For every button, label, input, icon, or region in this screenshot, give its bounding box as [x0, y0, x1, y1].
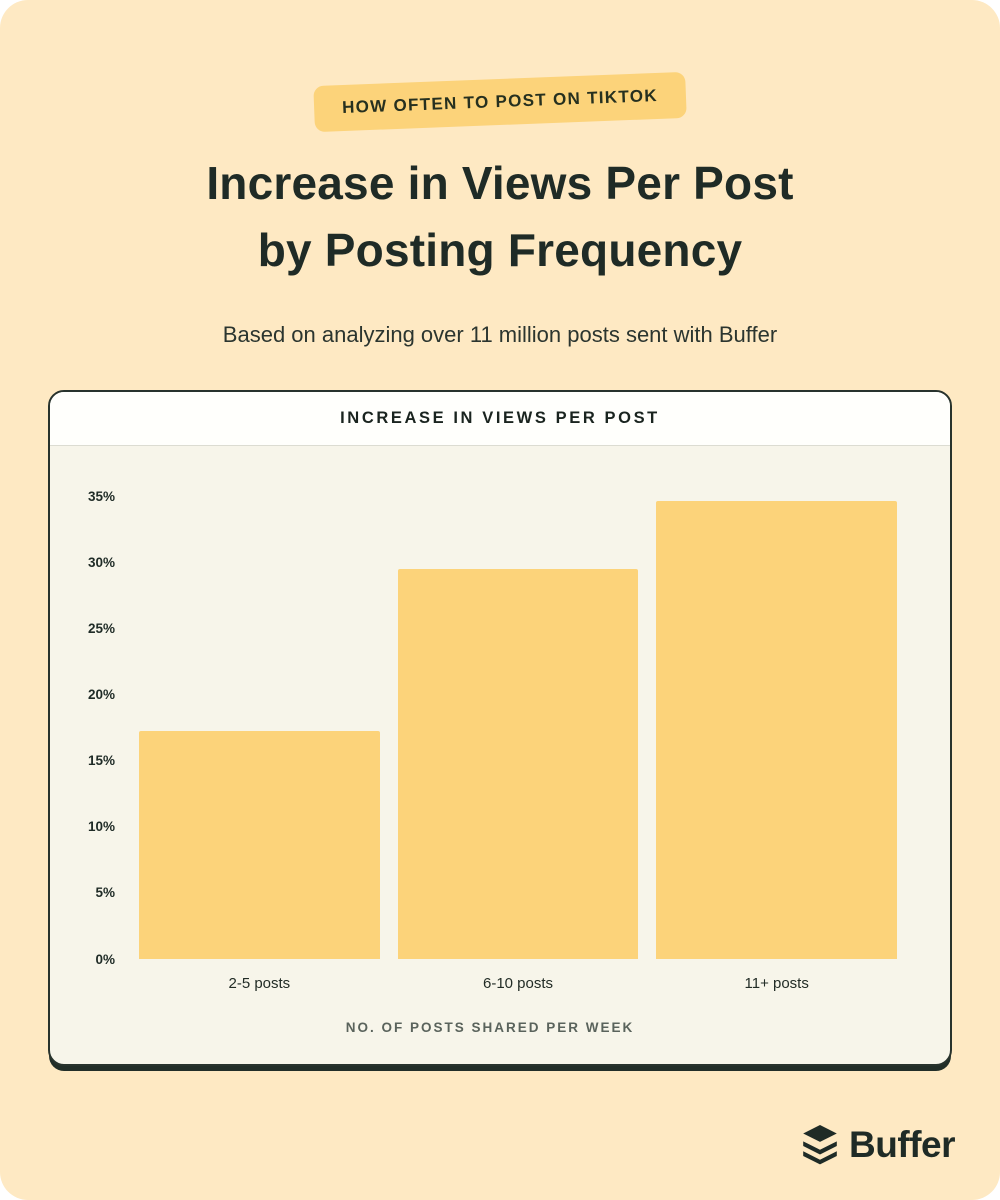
y-tick-label: 5%: [95, 885, 115, 901]
bar-2-5-posts: [139, 731, 380, 959]
topic-badge: HOW OFTEN TO POST ON TIKTOK: [313, 71, 687, 133]
chart-title: INCREASE IN VIEWS PER POST: [340, 409, 660, 427]
y-tick-label: 20%: [87, 686, 115, 702]
buffer-wordmark: Buffer: [849, 1124, 955, 1165]
y-tick-label: 0%: [95, 951, 115, 967]
y-tick-label: 35%: [87, 488, 115, 504]
y-tick-label: 25%: [87, 620, 115, 636]
bar-chart: 0% 5% 10% 15% 20% 25% 30% 35%: [83, 489, 898, 965]
plot-area: [139, 496, 898, 959]
x-tick-label: 6-10 posts: [482, 975, 554, 992]
chart-card-header: INCREASE IN VIEWS PER POST: [50, 392, 950, 446]
x-axis-title: NO. OF POSTS SHARED PER WEEK: [345, 1020, 635, 1035]
page-subtitle: Based on analyzing over 11 million posts…: [222, 322, 778, 347]
page-title-line2: by Posting Frequency: [257, 224, 743, 276]
buffer-icon: [803, 1125, 837, 1165]
y-tick-label: 15%: [87, 752, 115, 768]
x-tick-label: 2-5 posts: [228, 975, 291, 992]
chart-card: INCREASE IN VIEWS PER POST 0% 5% 10% 15% 20%…: [48, 390, 952, 1066]
page-title: Increase in Views Per Post by Posting Fr…: [0, 150, 1000, 284]
y-tick-label: 30%: [87, 554, 115, 570]
x-axis-labels: 2-5 posts 6-10 posts 11+ posts: [83, 975, 897, 992]
page-title-line1: Increase in Views Per Post: [206, 157, 794, 209]
buffer-logo: Buffer: [801, 1124, 955, 1166]
x-tick-label: 11+ posts: [744, 975, 809, 992]
chart-body: 0% 5% 10% 15% 20% 25% 30% 35% 2-5 posts 6-10 pos…: [50, 446, 950, 1035]
bar-6-10-posts: [397, 568, 639, 959]
bar-11-posts: [656, 501, 898, 959]
topic-badge-label: HOW OFTEN TO POST ON TIKTOK: [341, 85, 659, 118]
y-tick-label: 10%: [87, 818, 115, 834]
